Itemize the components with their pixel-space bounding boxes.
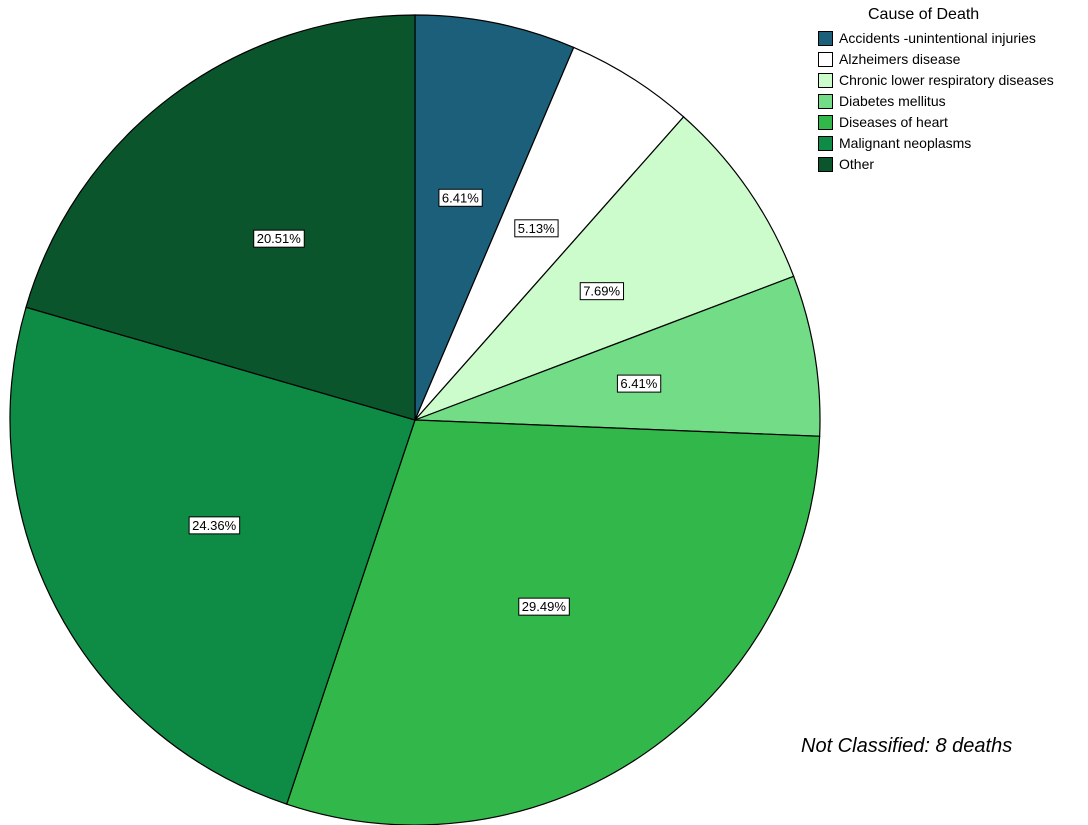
legend-item-malignant-neoplasms: Malignant neoplasms xyxy=(818,135,1086,151)
legend-label: Diseases of heart xyxy=(839,114,948,130)
legend-item-diseases-of-heart: Diseases of heart xyxy=(818,114,1086,130)
slice-diseases-of-heart xyxy=(285,419,821,825)
legend-title: Cause of Death xyxy=(868,6,980,23)
legend-swatch xyxy=(818,115,833,130)
legend-label: Alzheimers disease xyxy=(839,51,961,67)
slice-malignant-neoplasms xyxy=(9,306,416,805)
data-label-diabetes-mellitus: 6.41% xyxy=(616,374,662,393)
data-label-chronic-lower-respiratory-diseases: 7.69% xyxy=(579,282,625,301)
legend-label: Diabetes mellitus xyxy=(839,93,946,109)
data-label-text: 29.49% xyxy=(522,599,567,614)
legend-label: Malignant neoplasms xyxy=(839,135,972,151)
data-label-box xyxy=(579,282,625,301)
data-label-malignant-neoplasms: 24.36% xyxy=(188,516,241,535)
legend-swatch xyxy=(818,52,833,67)
data-label-box xyxy=(188,516,241,535)
pie-data-labels: 6.41% 5.13% 7.69% 6.41% 29.49% 24.36% 20.51% xyxy=(188,188,662,616)
pie-slices xyxy=(9,14,821,825)
legend-item-alzheimers-disease: Alzheimers disease xyxy=(818,51,1086,67)
data-label-text: 20.51% xyxy=(257,231,302,246)
legend: Cause of Death Accidents -unintentional … xyxy=(818,6,1086,179)
data-label-alzheimers-disease: 5.13% xyxy=(514,219,559,238)
data-label-other: 20.51% xyxy=(253,229,305,248)
data-label-text: 6.41% xyxy=(620,376,657,391)
legend-label: Other xyxy=(839,156,875,172)
data-label-text: 7.69% xyxy=(583,284,620,299)
data-label-box xyxy=(518,597,570,616)
legend-swatch xyxy=(818,94,833,109)
data-label-diseases-of-heart: 29.49% xyxy=(518,597,570,616)
legend-item-diabetes-mellitus: Diabetes mellitus xyxy=(818,93,1086,109)
legend-label: Chronic lower respiratory diseases xyxy=(839,72,1054,88)
data-label-text: 6.41% xyxy=(442,190,479,205)
legend-label: Accidents -unintentional injuries xyxy=(839,30,1036,46)
data-label-box xyxy=(616,374,662,393)
slice-diabetes-mellitus xyxy=(414,275,821,437)
legend-item-other: Other xyxy=(818,156,1086,172)
legend-swatch xyxy=(818,157,833,172)
data-label-box xyxy=(253,229,305,248)
not-classified-note: Not Classified: 8 deaths xyxy=(801,735,1013,757)
data-label-box xyxy=(438,188,483,207)
legend-swatch xyxy=(818,31,833,46)
legend-items: Accidents -unintentional injuries Alzheim… xyxy=(818,30,1086,172)
legend-item-accidents-unintentional-injuries: Accidents -unintentional injuries xyxy=(818,30,1086,46)
legend-item-chronic-lower-respiratory-diseases: Chronic lower respiratory diseases xyxy=(818,72,1086,88)
data-label-box xyxy=(514,219,559,238)
slice-other xyxy=(25,14,416,421)
slice-chronic-lower-respiratory-diseases xyxy=(414,116,795,421)
data-label-text: 24.36% xyxy=(192,518,237,533)
legend-swatch xyxy=(818,73,833,88)
data-label-accidents-unintentional-injuries: 6.41% xyxy=(438,188,483,207)
data-label-text: 5.13% xyxy=(518,221,555,236)
slice-accidents-unintentional-injuries xyxy=(414,14,575,421)
legend-swatch xyxy=(818,136,833,151)
